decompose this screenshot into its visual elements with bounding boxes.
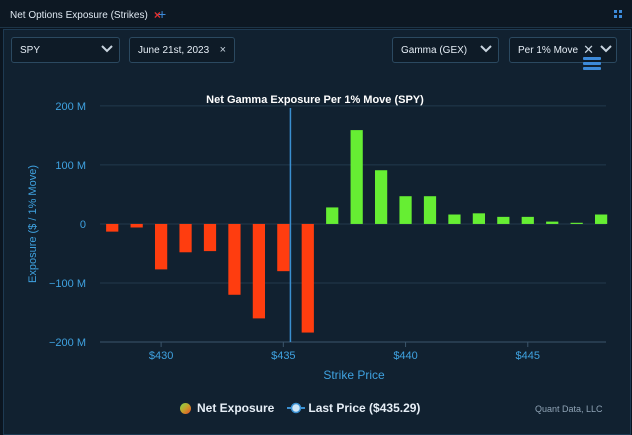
bar-strike-431[interactable] bbox=[179, 223, 192, 253]
y-tick-label: 0 bbox=[80, 219, 86, 231]
x-tick-label: $430 bbox=[149, 350, 173, 362]
date-value: June 21st, 2023 bbox=[138, 44, 210, 56]
clear-mode-icon[interactable]: ✕ bbox=[583, 42, 594, 57]
x-tick-label: $445 bbox=[516, 350, 540, 362]
chart-menu-icon[interactable] bbox=[583, 57, 601, 71]
tab-bar: Net Options Exposure (Strikes) × + bbox=[0, 0, 632, 28]
clear-date-icon[interactable]: × bbox=[219, 44, 226, 56]
y-axis-label: Exposure ($ / 1% Move) bbox=[27, 165, 39, 283]
legend-net-exposure[interactable]: Net Exposure bbox=[180, 401, 274, 415]
bar-strike-446[interactable] bbox=[546, 221, 559, 224]
bar-strike-430[interactable] bbox=[155, 223, 168, 270]
ticker-value: SPY bbox=[20, 44, 41, 56]
bar-strike-434[interactable] bbox=[252, 223, 265, 319]
credit-text: Quant Data, LLC bbox=[535, 404, 603, 414]
y-tick-label: −200 M bbox=[49, 337, 86, 349]
y-tick-label: 200 M bbox=[55, 101, 86, 113]
legend-last-price[interactable]: Last Price ($435.29) bbox=[287, 401, 421, 415]
y-tick-label: 100 M bbox=[55, 160, 86, 172]
add-tab-icon[interactable]: + bbox=[158, 6, 167, 22]
legend-label-net-exposure: Net Exposure bbox=[197, 401, 275, 415]
mode-value: Per 1% Move bbox=[518, 44, 579, 56]
ticker-select[interactable]: SPY bbox=[11, 37, 120, 63]
y-tick-label: −100 M bbox=[49, 278, 86, 290]
bar-strike-437[interactable] bbox=[326, 207, 339, 224]
metric-select[interactable]: Gamma (GEX) bbox=[392, 37, 499, 63]
net-exposure-legend-icon bbox=[180, 402, 191, 414]
x-tick-label: $435 bbox=[271, 350, 295, 362]
bar-strike-432[interactable] bbox=[203, 223, 217, 252]
bar-strike-435[interactable] bbox=[277, 223, 290, 272]
bar-strike-438[interactable] bbox=[350, 130, 363, 224]
x-tick-label: $440 bbox=[393, 350, 417, 362]
metric-value: Gamma (GEX) bbox=[401, 44, 468, 56]
chevron-down-icon bbox=[480, 45, 492, 55]
chevron-down-icon bbox=[101, 45, 113, 55]
bar-strike-447[interactable] bbox=[570, 222, 583, 224]
legend-label-last-price: Last Price ($435.29) bbox=[308, 401, 421, 415]
chart-legend: Net Exposure Last Price ($435.29) bbox=[180, 399, 420, 417]
bar-strike-444[interactable] bbox=[497, 216, 510, 224]
grid-layout-icon[interactable] bbox=[614, 10, 622, 18]
bar-strike-443[interactable] bbox=[472, 213, 485, 224]
chart-panel bbox=[3, 29, 631, 435]
bar-strike-448[interactable] bbox=[595, 214, 608, 224]
bar-strike-439[interactable] bbox=[375, 170, 388, 224]
bar-strike-445[interactable] bbox=[521, 216, 534, 224]
bar-strike-441[interactable] bbox=[423, 196, 437, 224]
bar-strike-428[interactable] bbox=[106, 223, 119, 232]
tab-net-options-exposure[interactable]: Net Options Exposure (Strikes) × bbox=[6, 4, 165, 26]
bar-strike-442[interactable] bbox=[448, 214, 461, 224]
tab-label: Net Options Exposure (Strikes) bbox=[10, 9, 148, 21]
x-axis-label: Strike Price bbox=[323, 368, 385, 382]
chevron-down-icon bbox=[600, 45, 612, 55]
last-price-legend-icon bbox=[287, 402, 306, 414]
bar-strike-433[interactable] bbox=[228, 223, 241, 295]
mode-select[interactable]: Per 1% Move ✕ bbox=[509, 37, 617, 63]
tab-close-icon[interactable]: × bbox=[153, 8, 161, 22]
date-picker[interactable]: June 21st, 2023 × bbox=[129, 37, 235, 63]
bar-strike-440[interactable] bbox=[399, 196, 412, 224]
bar-strike-436[interactable] bbox=[301, 223, 314, 333]
bar-strike-429[interactable] bbox=[130, 223, 143, 228]
chart-title: Net Gamma Exposure Per 1% Move (SPY) bbox=[206, 94, 424, 106]
